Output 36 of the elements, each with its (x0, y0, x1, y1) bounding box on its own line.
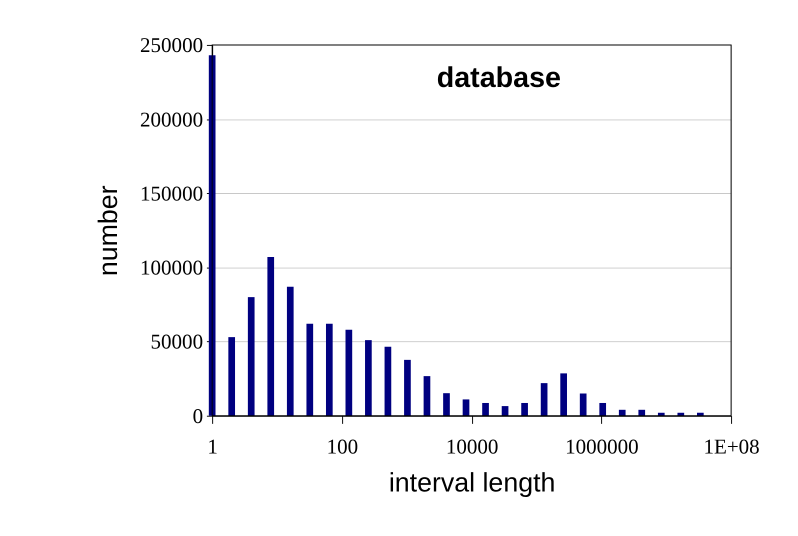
bar (540, 383, 548, 416)
bar (482, 402, 489, 416)
x-tick-label: 1000000 (565, 434, 639, 458)
bar (638, 410, 646, 416)
bar (502, 406, 508, 416)
y-tick-label: 200000 (140, 107, 204, 132)
bar (404, 360, 411, 416)
bar (424, 376, 430, 416)
bar (384, 346, 392, 416)
bar (346, 330, 352, 416)
y-tick-label: 100000 (140, 256, 204, 280)
bar (365, 340, 372, 416)
bar (521, 402, 528, 416)
y-tick-label: 250000 (140, 33, 204, 58)
x-tick-label: 1E+08 (703, 434, 760, 458)
bar (286, 286, 294, 416)
x-tick-label: 100 (326, 434, 358, 458)
x-tick-label: 10000 (446, 434, 498, 458)
bar (267, 257, 274, 416)
y-axis-title: number (93, 185, 124, 276)
bar (462, 399, 470, 416)
bar (248, 297, 255, 416)
bar (228, 337, 236, 416)
y-tick-label: 150000 (140, 181, 204, 206)
bar (306, 324, 314, 416)
x-tick-label: 1 (207, 434, 218, 458)
bar (580, 393, 587, 416)
bar (560, 373, 567, 416)
bar (443, 393, 450, 416)
bar (599, 402, 606, 416)
y-tick-label: 50000 (150, 330, 204, 354)
text: database (436, 62, 561, 94)
x-axis-title: interval length (388, 468, 556, 498)
bar (326, 324, 333, 416)
y-tick-label: 0 (192, 404, 204, 428)
bar (618, 410, 626, 416)
